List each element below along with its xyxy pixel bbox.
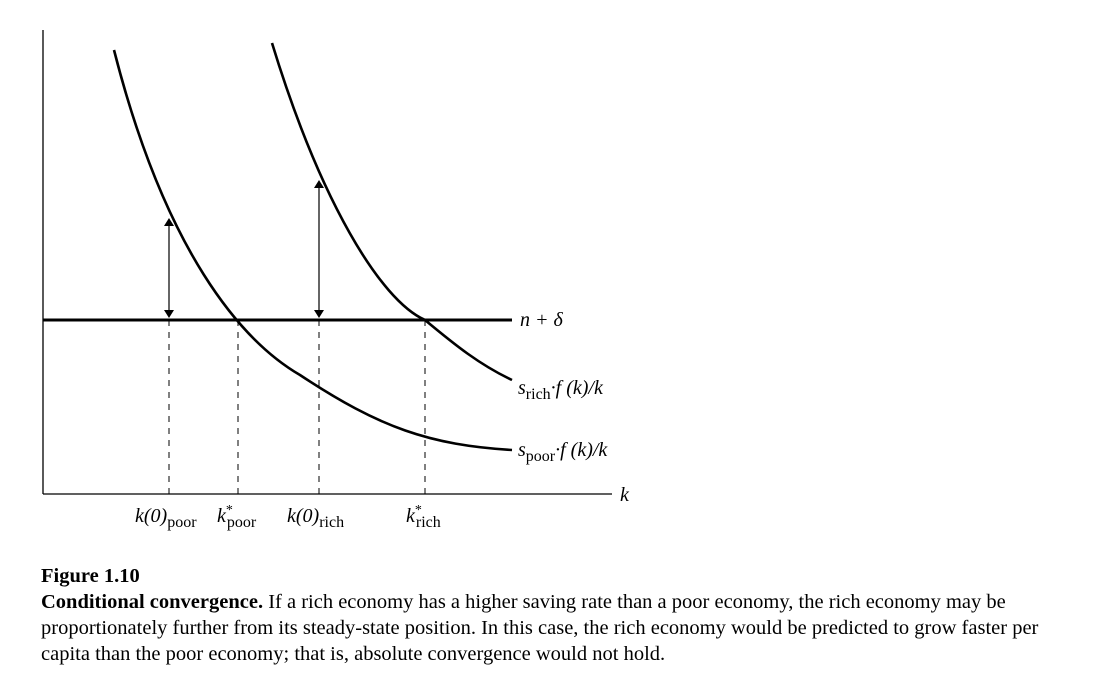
k-axis-label: k [620, 484, 629, 506]
caption-text: If a rich economy has a higher saving ra… [41, 591, 1039, 665]
s-rich-label: srich·f (k)/k [518, 377, 603, 403]
s-poor-label: spoor·f (k)/k [518, 439, 608, 465]
convergence-diagram: n + δ k srich·f (k)/k spoor·f (k)/k k(0)… [42, 30, 629, 531]
caption-number: Figure 1.10 [41, 565, 140, 587]
figure-caption: Figure 1.10 Conditional convergence. If … [41, 563, 1091, 667]
n-delta-label: n + δ [520, 309, 563, 331]
diagram-canvas [42, 30, 612, 495]
s-rich-curve [270, 42, 513, 382]
k0-rich-label: k(0)rich [287, 505, 345, 531]
caption-heading: Conditional convergence. [41, 591, 264, 613]
s-poor-curve [112, 49, 513, 452]
kstar-poor-label: k*poor [217, 503, 257, 531]
k0-poor-label: k(0)poor [135, 505, 197, 531]
kstar-rich-label: k*rich [406, 503, 441, 531]
